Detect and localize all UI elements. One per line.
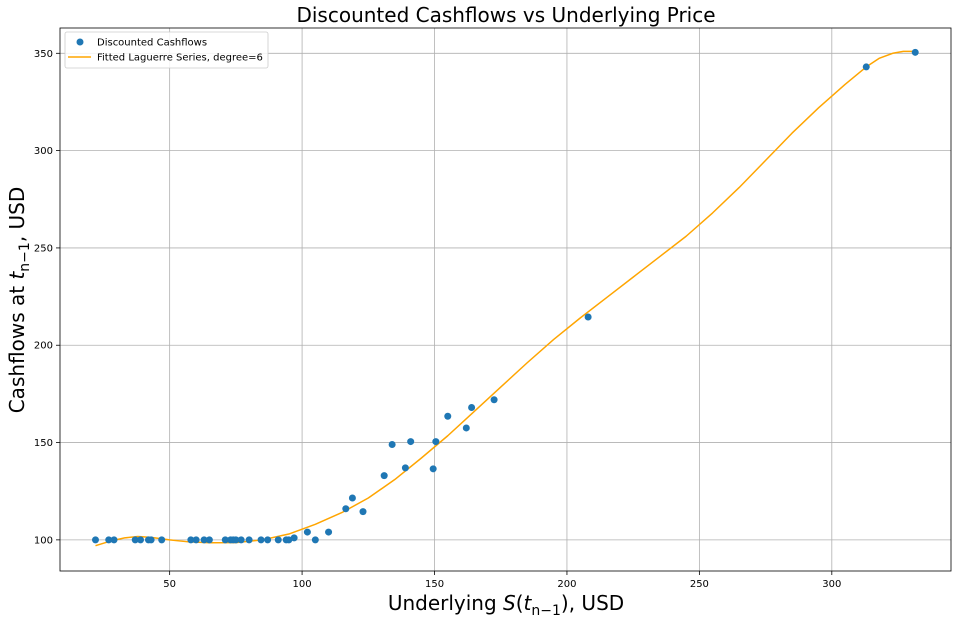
x-axis-label-post: , USD [569, 591, 624, 615]
discounted-cashflow-point [200, 536, 208, 544]
y-tick-label: 100 [34, 535, 53, 546]
discounted-cashflow-point [131, 536, 139, 544]
x-tick-label: 300 [822, 579, 841, 590]
discounted-cashflow-point [584, 313, 592, 321]
scatter-points-layer [91, 48, 919, 544]
discounted-cashflow-point [205, 536, 213, 544]
y-tick-label: 150 [34, 438, 53, 449]
discounted-cashflow-point [264, 536, 272, 544]
x-axis-label-var: S [503, 591, 516, 615]
discounted-cashflow-point [462, 424, 470, 432]
discounted-cashflow-point [388, 440, 396, 448]
y-axis-label-sub: n−1 [17, 242, 33, 272]
discounted-cashflow-point [325, 528, 333, 536]
discounted-cashflow-point [232, 536, 240, 544]
discounted-cashflow-point [401, 464, 409, 472]
y-tick-label: 350 [34, 49, 53, 60]
y-tick-label: 200 [34, 341, 53, 352]
discounted-cashflow-point [407, 438, 415, 446]
chart-title: Discounted Cashflows vs Underlying Price [296, 3, 715, 27]
discounted-cashflow-point [911, 48, 919, 56]
discounted-cashflow-point [105, 536, 113, 544]
x-tick-label: 250 [690, 579, 709, 590]
discounted-cashflow-point [91, 536, 99, 544]
discounted-cashflow-point [862, 63, 870, 71]
discounted-cashflow-point [285, 536, 293, 544]
x-tick-label: 50 [163, 579, 176, 590]
discounted-cashflow-point [274, 536, 282, 544]
discounted-cashflow-point [429, 465, 437, 473]
x-axis-label-arg-var: t [524, 591, 533, 615]
discounted-cashflow-point [444, 412, 452, 420]
discounted-cashflow-point [303, 528, 311, 536]
discounted-cashflow-point [137, 536, 145, 544]
legend-box [64, 31, 269, 69]
fitted-laguerre-curve [95, 50, 917, 547]
discounted-cashflow-point [311, 536, 319, 544]
legend-marker-scatter [76, 38, 84, 46]
discounted-cashflow-point [158, 536, 166, 544]
discounted-cashflow-point [147, 536, 155, 544]
discounted-cashflow-point [432, 438, 440, 446]
discounted-cashflow-point [221, 536, 229, 544]
x-axis-label-paren-close: ) [561, 591, 569, 615]
x-tick-label: 150 [425, 579, 444, 590]
y-axis-ticks: 100 150 200 250 300 350 [34, 49, 60, 546]
y-tick-label: 300 [34, 146, 53, 157]
discounted-cashflow-point [192, 536, 200, 544]
discounted-cashflow-point [468, 404, 476, 412]
fitted-curve-layer [95, 50, 917, 547]
discounted-cashflow-point [359, 508, 367, 516]
y-axis-label-pre: Cashflows at [5, 280, 29, 414]
y-axis-label-var: t [5, 271, 29, 280]
x-axis-ticks: 50 100 150 200 250 300 [163, 571, 841, 590]
discounted-cashflow-point [342, 505, 350, 513]
y-axis-label: Cashflows at tn−1, USD [5, 187, 33, 414]
x-axis-label-sub: n−1 [531, 603, 561, 619]
legend: Discounted Cashflows Fitted Laguerre Ser… [64, 31, 269, 69]
legend-label-line: Fitted Laguerre Series, degree=6 [97, 53, 263, 64]
discounted-cashflow-point [290, 534, 298, 542]
y-tick-label: 250 [34, 243, 53, 254]
discounted-cashflow-point [490, 396, 498, 404]
discounted-cashflow-point [187, 536, 195, 544]
discounted-cashflow-point [110, 536, 118, 544]
x-axis-label-pre: Underlying [388, 591, 503, 615]
x-axis-label: Underlying S(tn−1), USD [388, 591, 624, 619]
plot-frame [59, 27, 952, 572]
discounted-cashflow-point [348, 494, 356, 502]
x-tick-label: 200 [557, 579, 576, 590]
y-axis-label-post: , USD [5, 187, 29, 242]
legend-label-scatter: Discounted Cashflows [97, 38, 207, 49]
discounted-cashflow-point [380, 472, 388, 480]
discounted-cashflow-point [245, 536, 253, 544]
x-tick-label: 100 [293, 579, 312, 590]
x-axis-label-paren-open: ( [516, 591, 524, 615]
discounted-cashflow-point [237, 536, 245, 544]
discounted-cashflow-point [257, 536, 265, 544]
